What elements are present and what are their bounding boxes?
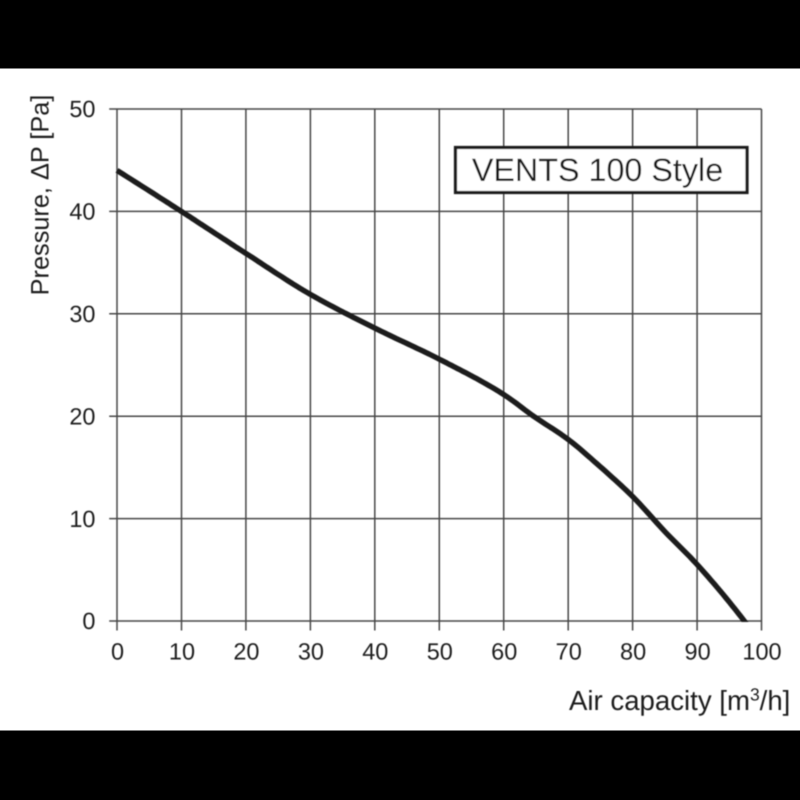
svg-text:0: 0 [82, 608, 95, 634]
svg-text:10: 10 [69, 506, 95, 532]
svg-text:0: 0 [111, 639, 124, 665]
svg-text:80: 80 [620, 639, 646, 665]
svg-text:Air capacity [m3/h]: Air capacity [m3/h] [569, 685, 790, 717]
svg-text:50: 50 [427, 639, 453, 665]
svg-text:20: 20 [233, 639, 259, 665]
svg-text:70: 70 [556, 639, 582, 665]
svg-text:90: 90 [685, 639, 711, 665]
svg-text:20: 20 [69, 403, 95, 429]
svg-text:100: 100 [742, 639, 781, 665]
svg-text:10: 10 [169, 639, 195, 665]
svg-text:VENTS 100 Style: VENTS 100 Style [472, 152, 723, 188]
svg-text:40: 40 [362, 639, 388, 665]
svg-text:Pressure, ΔP [Pa]: Pressure, ΔP [Pa] [27, 95, 55, 296]
svg-text:50: 50 [69, 96, 95, 122]
svg-text:60: 60 [491, 639, 517, 665]
svg-text:40: 40 [69, 199, 95, 225]
svg-text:30: 30 [298, 639, 324, 665]
svg-text:30: 30 [69, 301, 95, 327]
